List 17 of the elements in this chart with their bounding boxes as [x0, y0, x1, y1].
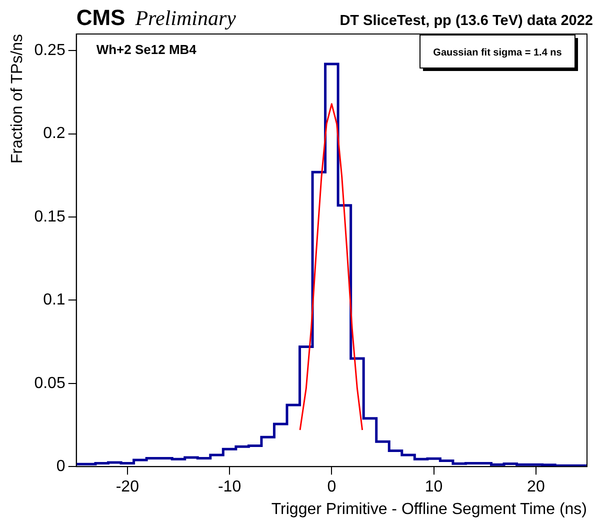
y-axis-title: Fraction of TPs/ns	[9, 34, 26, 164]
x-tick-label: -10	[218, 478, 242, 496]
y-tick-label: 0.05	[34, 374, 66, 392]
x-tick-label: -20	[116, 478, 140, 496]
x-tick-label: 10	[424, 478, 443, 496]
y-tick-label: 0	[56, 458, 66, 476]
annotation: Wh+2 Se12 MB4	[96, 42, 198, 57]
x-tick-label: 20	[527, 478, 545, 496]
y-tick-label: 0.2	[43, 125, 66, 142]
chart-title: CMS Preliminary	[76, 5, 237, 30]
x-axis-title: Trigger Primitive - Offline Segment Time (ns)	[271, 500, 587, 518]
annotation: Gaussian fit sigma = 1.4 ns	[433, 48, 562, 58]
chart-subtitle: DT SliceTest, pp (13.6 TeV) data 2022	[340, 13, 593, 29]
y-tick-label: 0.1	[43, 292, 66, 309]
y-tick-label: 0.25	[34, 42, 66, 60]
y-tick-label: 0.15	[34, 208, 66, 226]
x-tick-label: 0	[327, 478, 336, 496]
